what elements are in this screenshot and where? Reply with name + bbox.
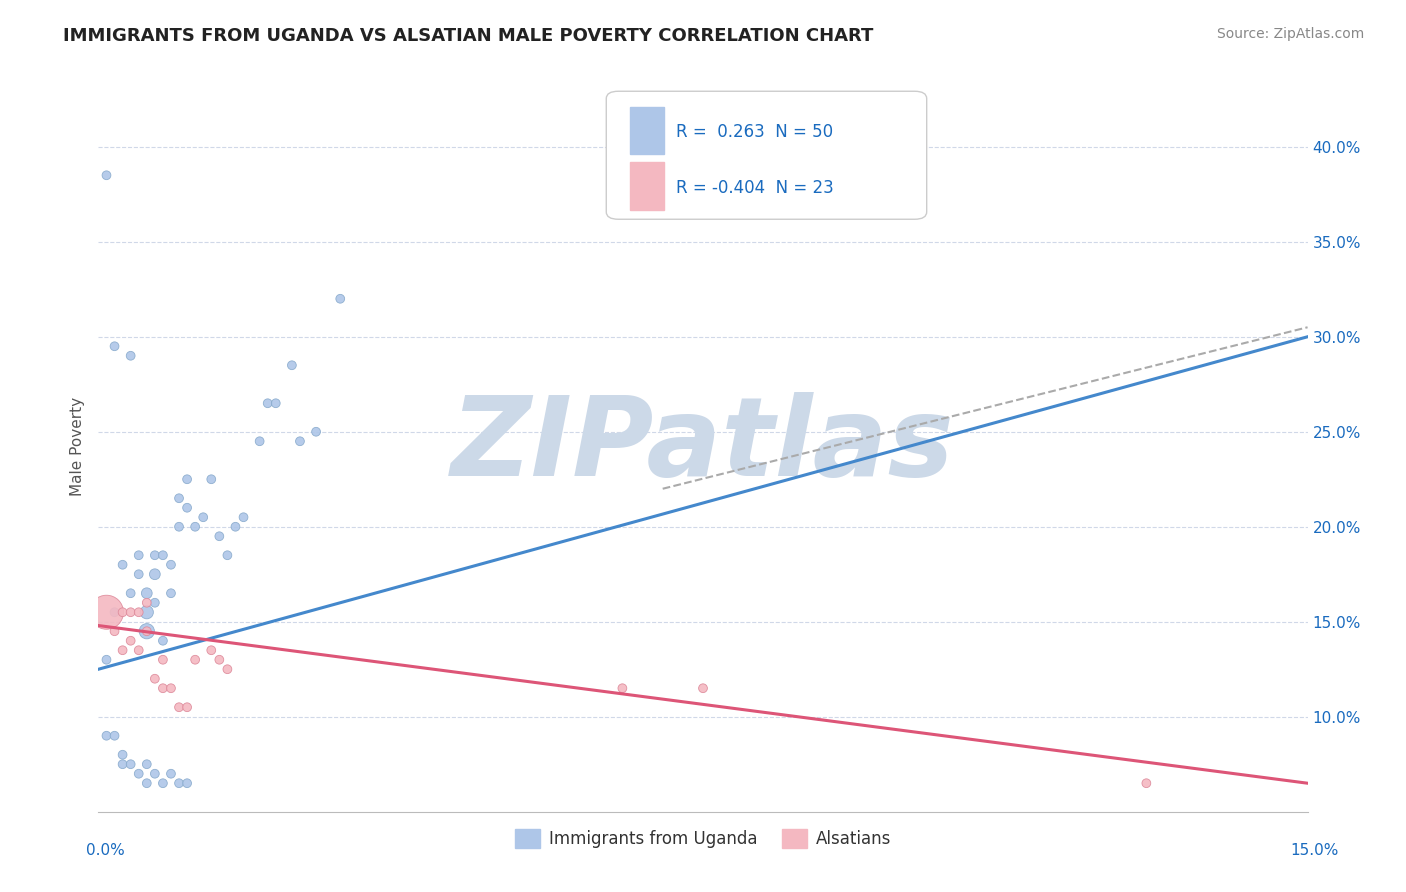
Point bbox=[160, 558, 183, 572]
Point bbox=[128, 643, 150, 657]
Point bbox=[200, 643, 222, 657]
Text: ZIPatlas: ZIPatlas bbox=[451, 392, 955, 500]
Text: IMMIGRANTS FROM UGANDA VS ALSATIAN MALE POVERTY CORRELATION CHART: IMMIGRANTS FROM UGANDA VS ALSATIAN MALE … bbox=[63, 27, 873, 45]
Point bbox=[264, 396, 287, 410]
Point bbox=[160, 586, 183, 600]
Point bbox=[232, 510, 254, 524]
Point bbox=[200, 472, 222, 486]
Point bbox=[103, 624, 125, 639]
Point bbox=[1135, 776, 1157, 790]
Point bbox=[208, 529, 231, 543]
Bar bbox=[630, 162, 664, 210]
Point bbox=[224, 520, 246, 534]
Point bbox=[167, 700, 190, 714]
Point bbox=[111, 643, 134, 657]
Point bbox=[120, 633, 142, 648]
Point bbox=[103, 339, 125, 353]
Point bbox=[135, 757, 157, 772]
Point bbox=[135, 624, 157, 639]
Point bbox=[193, 510, 215, 524]
Y-axis label: Male Poverty: Male Poverty bbox=[70, 396, 86, 496]
Point bbox=[176, 700, 198, 714]
Point bbox=[305, 425, 328, 439]
Text: 0.0%: 0.0% bbox=[86, 843, 125, 858]
Point bbox=[217, 548, 239, 562]
Point bbox=[176, 472, 198, 486]
Text: R =  0.263  N = 50: R = 0.263 N = 50 bbox=[676, 123, 834, 141]
Point bbox=[152, 633, 174, 648]
Point bbox=[288, 434, 311, 449]
Point bbox=[167, 520, 190, 534]
Point bbox=[111, 605, 134, 619]
Point bbox=[120, 349, 142, 363]
Point bbox=[143, 672, 166, 686]
Text: 15.0%: 15.0% bbox=[1291, 843, 1339, 858]
Bar bbox=[630, 107, 664, 154]
Point bbox=[96, 653, 118, 667]
Point bbox=[152, 681, 174, 696]
Point bbox=[329, 292, 352, 306]
Point bbox=[160, 766, 183, 780]
Text: Source: ZipAtlas.com: Source: ZipAtlas.com bbox=[1216, 27, 1364, 41]
Point bbox=[120, 586, 142, 600]
Point bbox=[135, 776, 157, 790]
Point bbox=[152, 653, 174, 667]
Point bbox=[120, 757, 142, 772]
Point bbox=[249, 434, 271, 449]
Point bbox=[96, 729, 118, 743]
Point bbox=[281, 358, 304, 372]
Point bbox=[143, 766, 166, 780]
Point bbox=[143, 596, 166, 610]
Point bbox=[176, 500, 198, 515]
Point bbox=[103, 605, 125, 619]
Point bbox=[96, 605, 118, 619]
Point bbox=[128, 567, 150, 582]
Point bbox=[135, 624, 157, 639]
Point bbox=[128, 548, 150, 562]
Legend: Immigrants from Uganda, Alsatians: Immigrants from Uganda, Alsatians bbox=[509, 822, 897, 855]
Point bbox=[167, 776, 190, 790]
Point bbox=[128, 605, 150, 619]
Point bbox=[184, 520, 207, 534]
Text: R = -0.404  N = 23: R = -0.404 N = 23 bbox=[676, 179, 834, 197]
Point bbox=[152, 776, 174, 790]
Point bbox=[167, 491, 190, 506]
Point bbox=[612, 681, 634, 696]
Point bbox=[111, 558, 134, 572]
Point bbox=[143, 548, 166, 562]
Point bbox=[184, 653, 207, 667]
Point bbox=[135, 605, 157, 619]
Point bbox=[692, 681, 714, 696]
Point bbox=[160, 681, 183, 696]
Point bbox=[152, 548, 174, 562]
Point bbox=[208, 653, 231, 667]
Point bbox=[103, 729, 125, 743]
Point bbox=[111, 747, 134, 762]
Point bbox=[135, 586, 157, 600]
Point bbox=[128, 766, 150, 780]
Point bbox=[120, 605, 142, 619]
Point bbox=[256, 396, 278, 410]
Point bbox=[176, 776, 198, 790]
Point bbox=[135, 596, 157, 610]
FancyBboxPatch shape bbox=[606, 91, 927, 219]
Point bbox=[96, 168, 118, 182]
Point bbox=[143, 567, 166, 582]
Point bbox=[217, 662, 239, 676]
Point bbox=[111, 757, 134, 772]
